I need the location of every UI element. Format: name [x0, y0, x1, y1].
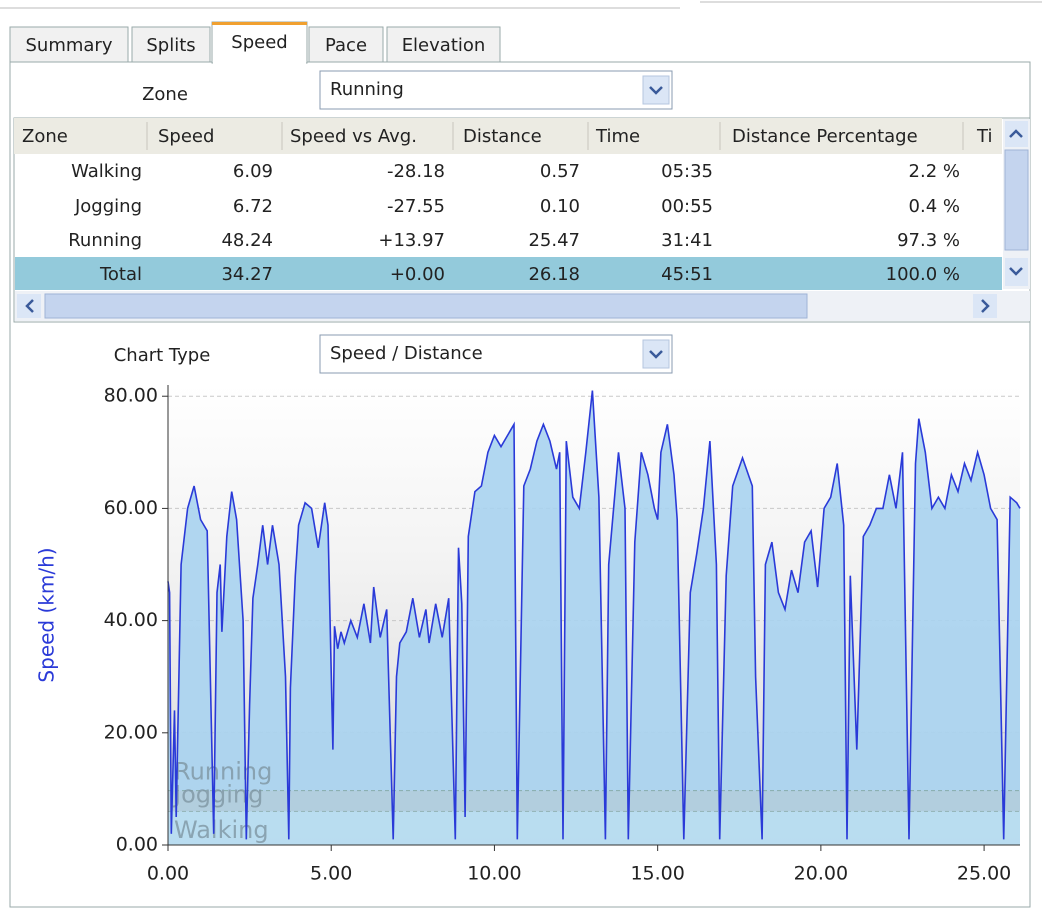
- zone-band: [168, 811, 1020, 845]
- tab[interactable]: [131, 26, 211, 63]
- y-tick-label: 60.00: [104, 497, 158, 519]
- x-tick-label: 10.00: [467, 863, 521, 885]
- column-header: Ti: [976, 126, 992, 147]
- table-cell: 2.2 %: [909, 161, 960, 182]
- zone-value: Running: [330, 79, 404, 100]
- column-header: Zone: [22, 126, 68, 147]
- zone-label: Zone: [142, 84, 188, 105]
- zone-dropdown[interactable]: [319, 70, 673, 110]
- x-tick-label: 15.00: [630, 863, 684, 885]
- y-tick-label: 80.00: [104, 385, 158, 407]
- chevron: [649, 350, 663, 359]
- tab-label: Elevation: [402, 35, 486, 56]
- scroll-left[interactable]: [17, 294, 41, 318]
- dropdown-button[interactable]: [642, 339, 670, 369]
- tab[interactable]: [386, 26, 501, 63]
- h-scroll-thumb[interactable]: [44, 293, 808, 319]
- table-cell: 6.09: [233, 161, 273, 182]
- chevron: [981, 299, 990, 313]
- tab[interactable]: [308, 26, 384, 63]
- x-tick-label: 20.00: [794, 863, 848, 885]
- chart-type-label: Chart Type: [114, 345, 211, 366]
- v-scroll-thumb[interactable]: [1004, 149, 1029, 251]
- tab-active-indicator: [212, 22, 307, 25]
- y-tick-label: 0.00: [116, 834, 158, 856]
- zone-label: Walking: [174, 816, 269, 844]
- tab[interactable]: [9, 26, 129, 63]
- table-cell: -28.18: [387, 161, 445, 182]
- y-axis-label: Speed (km/h): [35, 547, 59, 682]
- total-cell: 34.27: [221, 264, 273, 285]
- y-tick-label: 20.00: [104, 721, 158, 743]
- chevron: [1009, 129, 1023, 138]
- table-cell: Running: [68, 230, 142, 251]
- chevron: [1009, 267, 1023, 276]
- table-cell: +13.97: [378, 230, 445, 251]
- table-cell: 05:35: [661, 161, 713, 182]
- table-cell: 97.3 %: [897, 230, 960, 251]
- zone-band: [168, 790, 1020, 812]
- chevron: [25, 299, 34, 313]
- tab-label: Speed: [231, 32, 287, 53]
- total-cell: +0.00: [390, 264, 445, 285]
- column-header: Distance Percentage: [732, 126, 918, 147]
- total-row-highlight: [15, 257, 1002, 290]
- table-cell: 6.72: [233, 196, 273, 217]
- tab-label: Pace: [325, 35, 367, 56]
- table-cell: 0.10: [540, 196, 580, 217]
- table-cell: 31:41: [661, 230, 713, 251]
- chart-type-dropdown[interactable]: [319, 334, 673, 374]
- column-header: Speed: [158, 126, 214, 147]
- tab-label: Splits: [146, 35, 195, 56]
- x-tick-label: 5.00: [310, 863, 352, 885]
- table-cell: 0.4 %: [909, 196, 960, 217]
- column-header: Time: [595, 126, 640, 147]
- speed-area: [168, 390, 1020, 845]
- table-header: [14, 118, 1002, 154]
- header-row: Zone Speed Speed vs Avg. Distance Time Distan…: [22, 126, 992, 147]
- zone-label: Running: [174, 758, 272, 786]
- total-cell: 100.0 %: [886, 264, 960, 285]
- table-cell: -27.55: [387, 196, 445, 217]
- table-cell: 00:55: [661, 196, 713, 217]
- table-cell: 25.47: [528, 230, 580, 251]
- dropdown-button[interactable]: [642, 75, 670, 105]
- x-tick-label: 25.00: [957, 863, 1011, 885]
- x-tick-label: 0.00: [147, 863, 189, 885]
- column-header: Speed vs Avg.: [290, 126, 417, 147]
- total-cell: 26.18: [528, 264, 580, 285]
- tab-label: Summary: [26, 35, 113, 56]
- y-tick-label: 40.00: [104, 609, 158, 631]
- table-cell: 48.24: [221, 230, 273, 251]
- chart-type-value: Speed / Distance: [330, 343, 483, 364]
- table-cell: Walking: [71, 161, 142, 182]
- speed-line: [167, 390, 1021, 840]
- table-cell: 0.57: [540, 161, 580, 182]
- scroll-up[interactable]: [1005, 121, 1028, 147]
- tab-join: [213, 60, 306, 64]
- chevron: [649, 86, 663, 95]
- scroll-right[interactable]: [973, 294, 997, 318]
- total-cell: Total: [99, 264, 142, 285]
- total-cell: 45:51: [661, 264, 713, 285]
- tab[interactable]: [211, 21, 308, 64]
- column-header: Distance: [463, 126, 542, 147]
- table-cell: Jogging: [74, 196, 142, 217]
